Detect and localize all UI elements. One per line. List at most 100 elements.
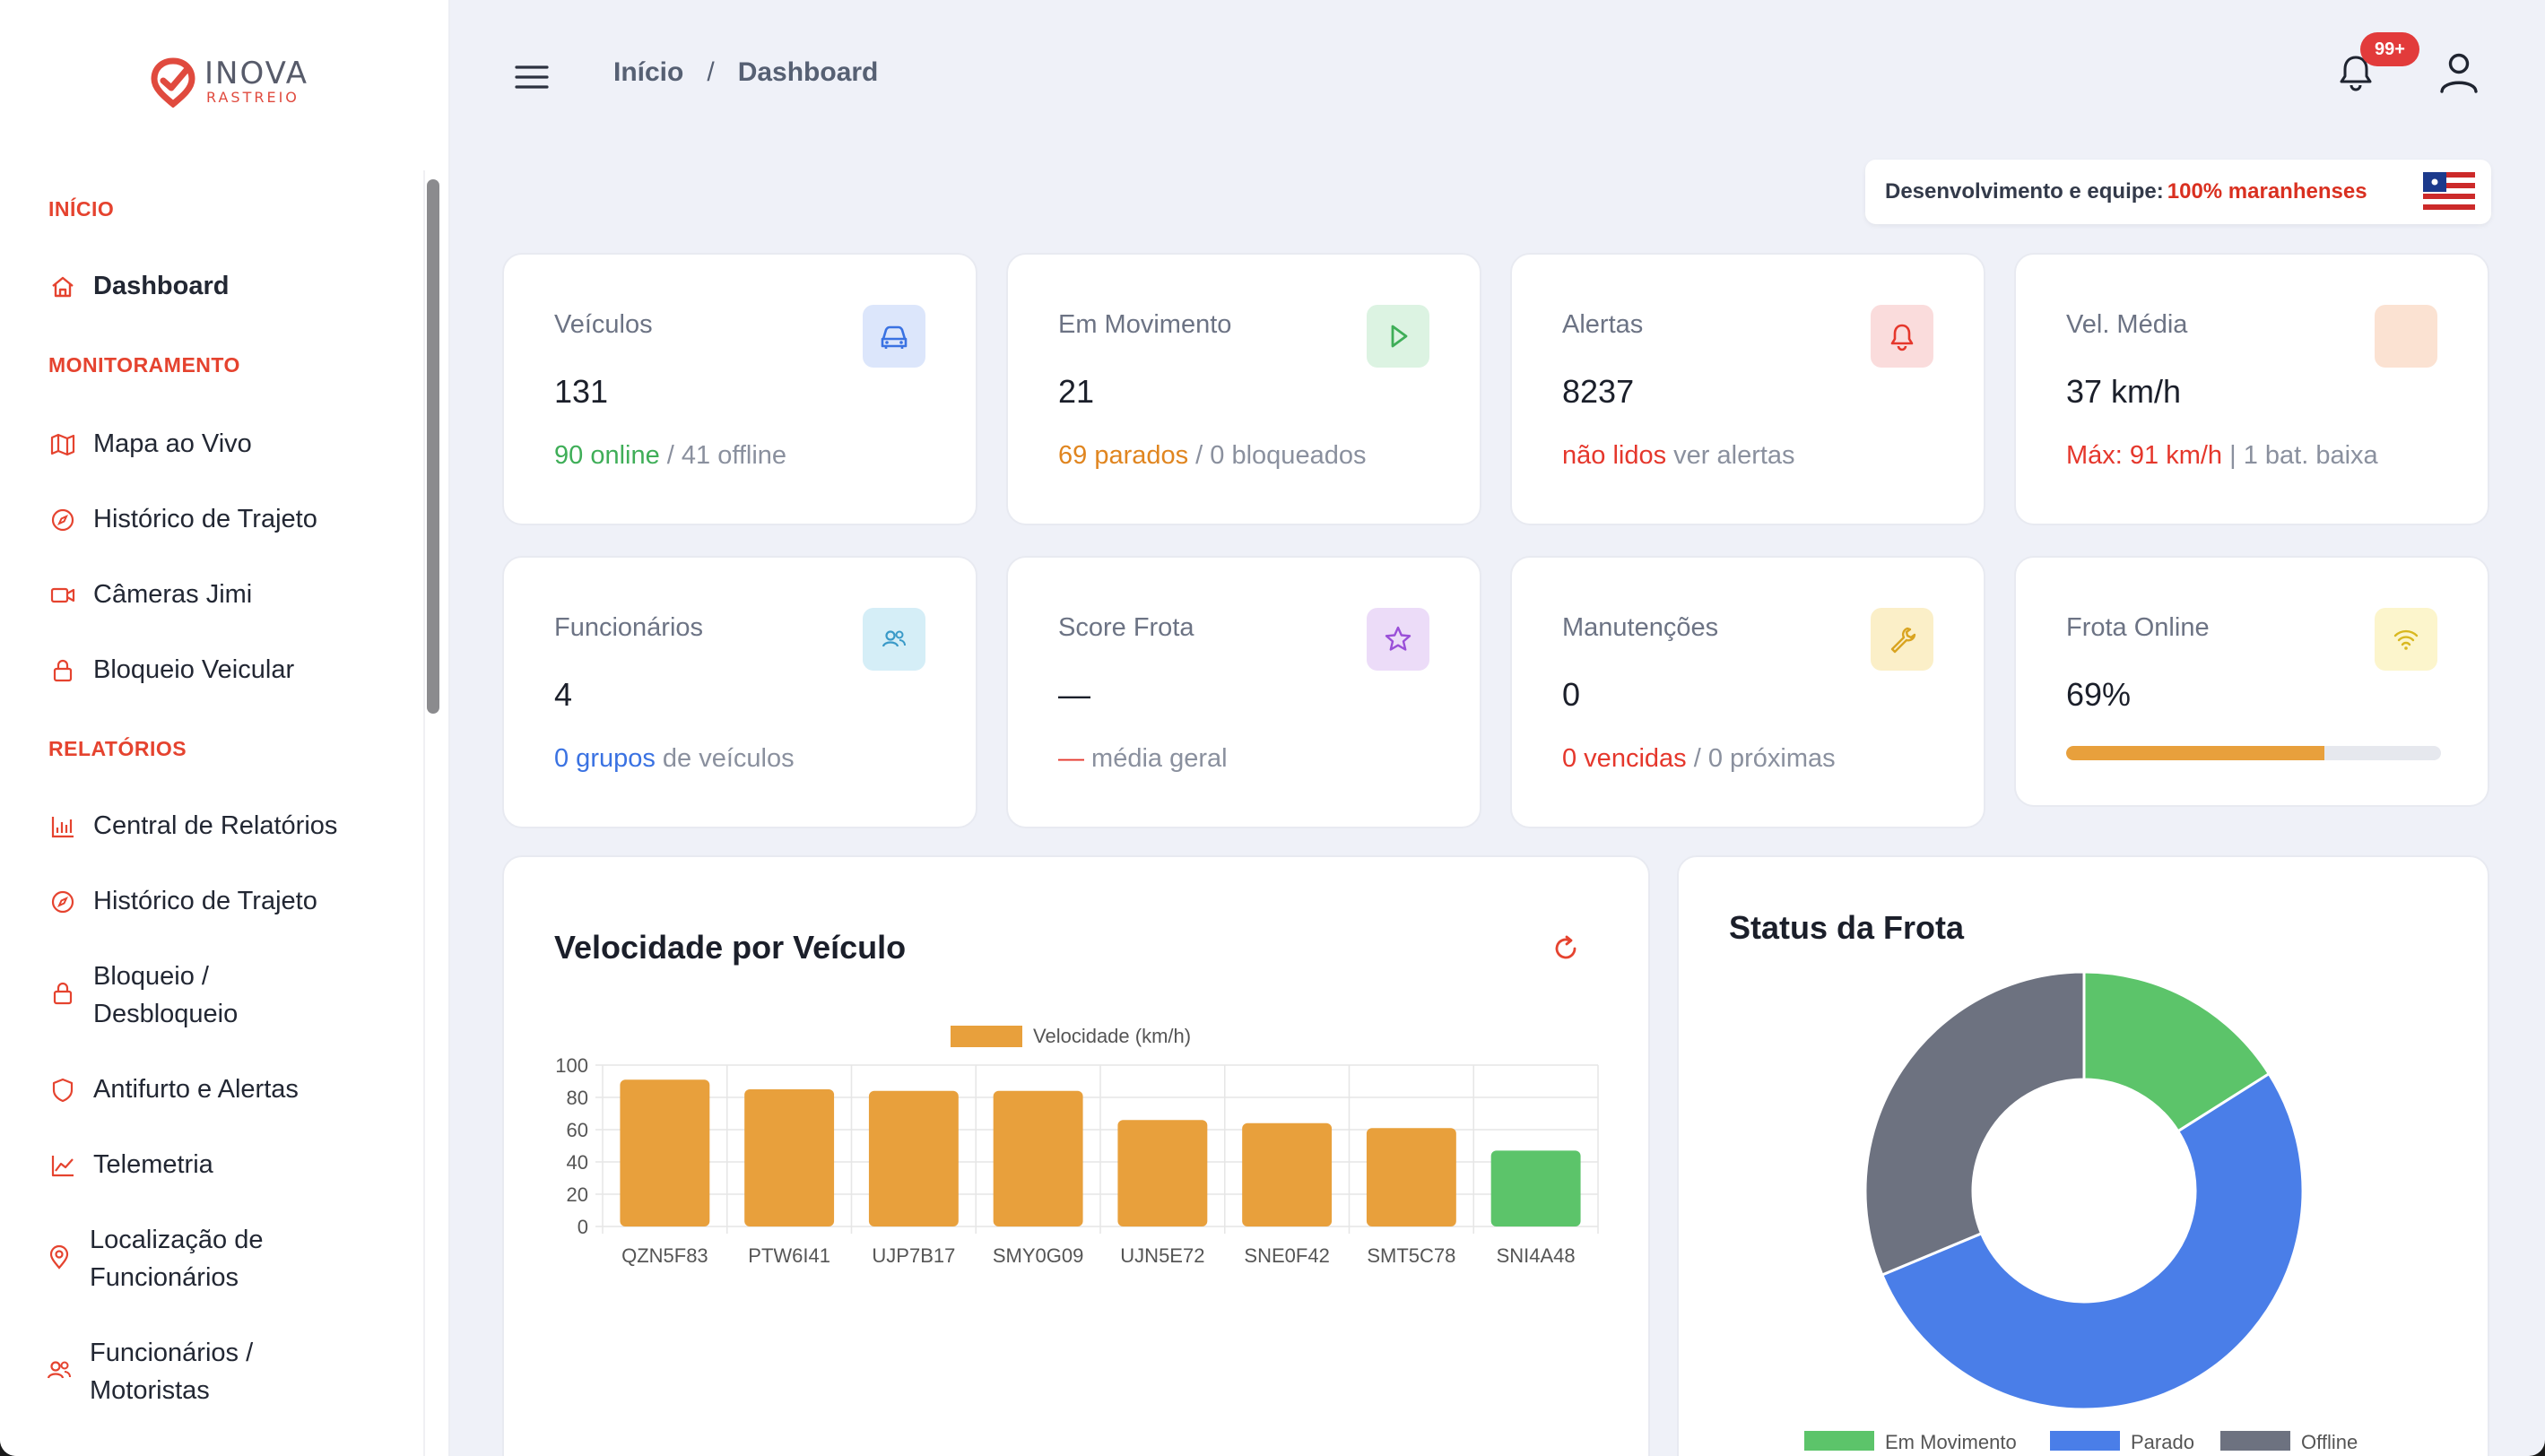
x-tick-label: UJN5E72 (1120, 1244, 1204, 1267)
y-tick-label: 20 (567, 1183, 588, 1206)
video-icon (50, 587, 75, 603)
y-tick-label: 40 (567, 1151, 588, 1174)
score-dash: — (1058, 744, 1084, 773)
hamburger-menu-icon[interactable] (515, 65, 549, 90)
upcoming-count: / 0 próximas (1686, 744, 1836, 773)
unread-alerts-link[interactable]: não lidos (1562, 441, 1667, 470)
breadcrumb-home-link[interactable]: Início (613, 57, 684, 87)
brand-name: INOVA (204, 56, 308, 91)
x-tick-label: SMT5C78 (1367, 1244, 1455, 1267)
low-battery-count: | 1 bat. baixa (2222, 441, 2378, 470)
stat-title: Score Frota (1058, 613, 1194, 642)
stat-value: 69% (2066, 676, 2132, 713)
donut-slice (1863, 970, 2086, 1278)
stat-card-manutencoes[interactable]: Manutenções 0 0 vencidas / 0 próximas (1510, 556, 1985, 828)
sidebar-item-mapa[interactable]: Mapa ao Vivo (48, 425, 407, 463)
stat-value: 131 (554, 373, 609, 410)
team-highlight: 100% maranhenses (2167, 179, 2367, 204)
bloqueados-count: / 0 bloqueados (1188, 441, 1367, 470)
bar (1490, 1150, 1581, 1226)
legend-item: Offline (2220, 1431, 2358, 1453)
sidebar-scrollbar-track (423, 170, 436, 1456)
view-alerts-link[interactable]: ver alertas (1666, 441, 1795, 470)
sidebar-item-bloqueio[interactable]: Bloqueio Veicular (48, 651, 407, 689)
sidebar-scrollbar[interactable] (427, 179, 439, 714)
legend-item: Em Movimento (1804, 1431, 2017, 1453)
compass-icon (51, 890, 74, 914)
home-icon (52, 276, 74, 298)
sidebar: INOVA RASTREIO INÍCIO Dashboard MONITORA… (0, 0, 450, 1456)
brand-logo[interactable]: INOVA RASTREIO (147, 56, 308, 108)
trend-icon (51, 1156, 74, 1177)
status-chart-card: Status da Frota Em Movimento Parado Offlin… (1677, 855, 2489, 1456)
x-tick-label: SNE0F42 (1244, 1244, 1329, 1267)
bar (1366, 1128, 1456, 1226)
breadcrumb: Início / Dashboard (613, 57, 878, 88)
max-speed: Máx: 91 km/h (2066, 441, 2223, 470)
section-title-relatorios: RELATÓRIOS (48, 737, 187, 760)
stat-title: Frota Online (2066, 613, 2210, 642)
stat-title: Funcionários (554, 613, 704, 642)
sidebar-item-label: Histórico de Trajeto (93, 505, 317, 533)
stat-card-vel-media[interactable]: Vel. Média 37 km/h Máx: 91 km/h | 1 bat.… (2014, 253, 2489, 525)
legend-label: Em Movimento (1885, 1431, 2017, 1453)
donut-slice (2082, 970, 2271, 1133)
team-label: Desenvolvimento e equipe: (1885, 179, 2164, 204)
stat-value: — (1058, 676, 1090, 713)
sidebar-item-central-relatorios[interactable]: Central de Relatórios (48, 807, 407, 845)
stat-card-alertas[interactable]: Alertas 8237 não lidos ver alertas (1510, 253, 1985, 525)
bar (620, 1079, 710, 1226)
speed-chart-card: Velocidade por Veículo Velocidade (km/h)… (502, 855, 1650, 1456)
logo-pin-icon (151, 57, 195, 108)
legend-swatch (1804, 1431, 1874, 1451)
stat-value: 21 (1058, 373, 1095, 410)
sidebar-item-historico[interactable]: Histórico de Trajeto (48, 500, 407, 538)
notification-badge[interactable]: 99+ (2360, 32, 2419, 66)
wifi-icon (2375, 608, 2437, 671)
sidebar-item-telemetria[interactable]: Telemetria (48, 1146, 407, 1183)
sidebar-item-bloqueio-desbloqueio[interactable]: Bloqueio / Desbloqueio (48, 958, 282, 1033)
score-label: média geral (1084, 744, 1228, 773)
stat-card-veiculos[interactable]: Veículos 131 90 online / 41 offline (502, 253, 977, 525)
sidebar-item-label: Funcionários / Motoristas (90, 1339, 254, 1405)
wrench-icon (1871, 608, 1933, 671)
shield-icon (52, 1078, 74, 1103)
stat-value: 4 (554, 676, 573, 713)
stat-card-em-movimento[interactable]: Em Movimento 21 69 parados / 0 bloqueado… (1006, 253, 1481, 525)
sidebar-item-localizacao[interactable]: Localização de Funcionários (45, 1221, 314, 1296)
speed-chart-title: Velocidade por Veículo (554, 929, 907, 966)
x-tick-label: SMY0G09 (993, 1244, 1084, 1267)
stat-title: Em Movimento (1058, 310, 1232, 339)
sidebar-item-dashboard[interactable]: Dashboard (48, 267, 407, 305)
x-tick-label: UJP7B17 (872, 1244, 955, 1267)
sidebar-item-antifurto[interactable]: Antifurto e Alertas (48, 1070, 407, 1108)
notifications-bell-icon[interactable] (2335, 52, 2376, 93)
parados-count: 69 parados (1058, 441, 1189, 470)
sidebar-item-historico-relatorio[interactable]: Histórico de Trajeto (48, 882, 407, 920)
compass-icon (51, 508, 74, 532)
bell-icon (1871, 305, 1933, 368)
star-icon (1367, 608, 1429, 671)
bar (868, 1090, 959, 1226)
team-info-badge: Desenvolvimento e equipe: 100% maranhens… (1865, 160, 2491, 224)
legend-item: Parado (2050, 1431, 2194, 1453)
refresh-icon[interactable] (1550, 932, 1582, 965)
stat-card-frota-online[interactable]: Frota Online 69% (2014, 556, 2489, 807)
status-donut-chart: Em Movimento Parado Offline (1804, 970, 2358, 1453)
sidebar-item-label: Antifurto e Alertas (93, 1075, 299, 1104)
lock-icon (53, 659, 73, 682)
sidebar-item-cameras[interactable]: Câmeras Jimi (48, 576, 407, 613)
stat-title: Manutenções (1562, 613, 1719, 642)
x-tick-label: PTW6I41 (748, 1244, 830, 1267)
online-count: 90 online (554, 441, 660, 470)
stat-card-score-frota[interactable]: Score Frota — — média geral (1006, 556, 1481, 828)
sidebar-item-label: Histórico de Trajeto (93, 887, 317, 915)
bar (1117, 1120, 1208, 1226)
stat-card-funcionarios[interactable]: Funcionários 4 0 grupos de veículos (502, 556, 977, 828)
bar-chart-icon (51, 817, 74, 838)
donut-slice (1880, 1071, 2305, 1411)
sidebar-item-funcionarios[interactable]: Funcionários / Motoristas (45, 1334, 314, 1409)
user-profile-icon[interactable] (2437, 50, 2480, 95)
sidebar-item-label: Central de Relatórios (93, 811, 338, 840)
groups-count[interactable]: 0 grupos (554, 744, 656, 773)
